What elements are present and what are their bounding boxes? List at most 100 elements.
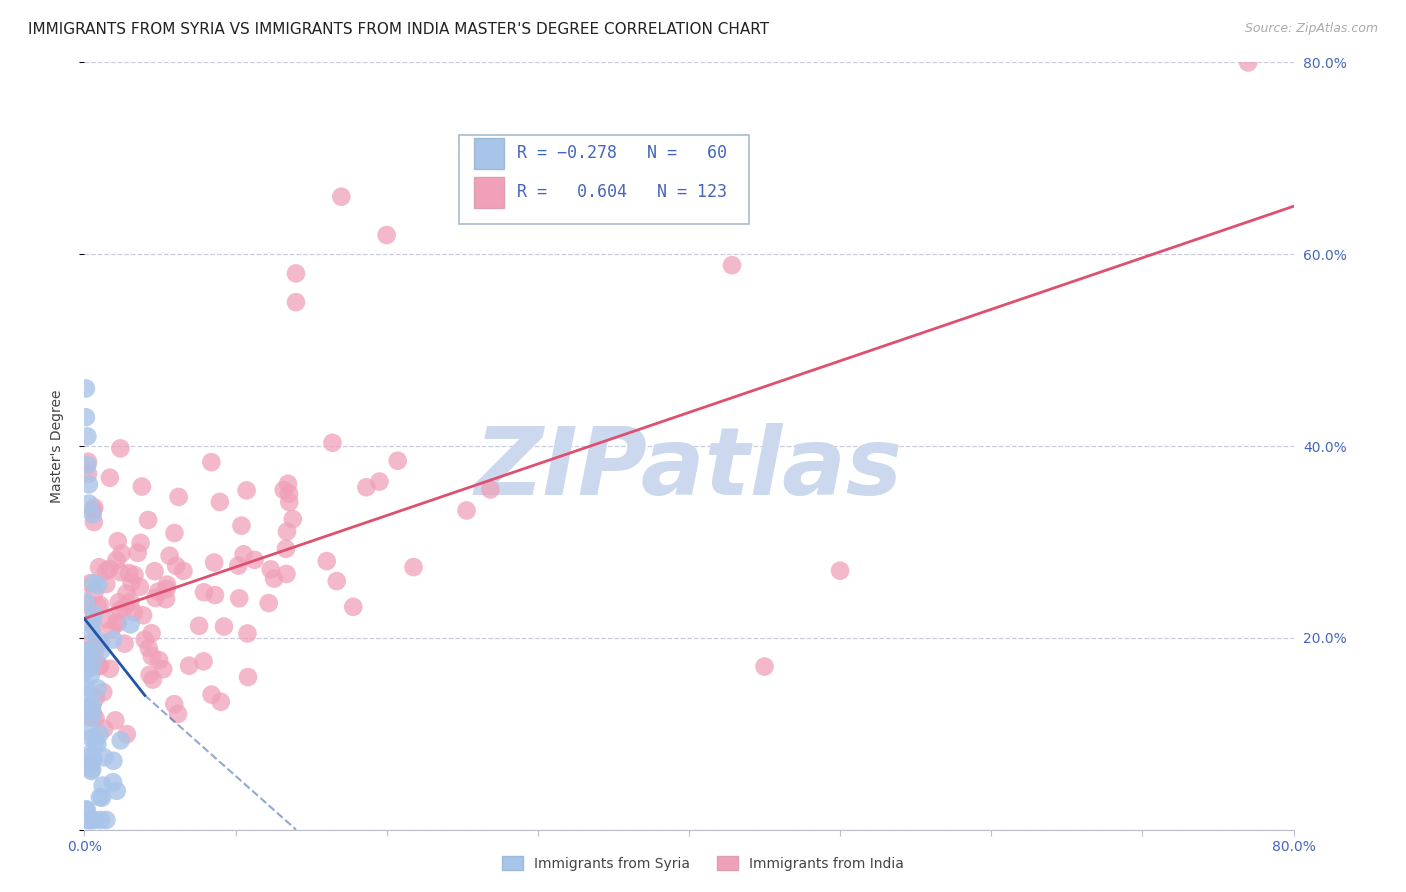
Point (86, 738, 108, 752)
Text: Source: ZipAtlas.com: Source: ZipAtlas.com (1244, 22, 1378, 36)
Point (76, 813, 98, 827)
Point (76, 650, 98, 665)
Point (75, 803, 97, 817)
Point (273, 483, 295, 497)
Point (172, 564, 194, 578)
Point (115, 727, 138, 741)
Point (107, 534, 129, 549)
Point (83, 620, 105, 634)
Point (120, 617, 142, 632)
Point (456, 503, 478, 517)
Point (121, 575, 143, 590)
Point (76, 429, 98, 443)
Point (243, 553, 266, 567)
Point (82, 576, 104, 591)
Point (110, 603, 132, 617)
Point (188, 619, 211, 633)
Point (79, 758, 101, 772)
Point (141, 626, 163, 640)
Point (89, 727, 111, 741)
Point (136, 513, 159, 527)
Bar (474, 138, 503, 169)
Point (80, 749, 103, 764)
Point (330, 189, 353, 203)
Point (82, 697, 104, 711)
Point (375, 228, 398, 243)
Point (387, 454, 409, 468)
Point (83, 585, 105, 599)
Point (80, 668, 103, 682)
Point (236, 670, 259, 684)
FancyBboxPatch shape (460, 136, 749, 224)
Point (148, 584, 170, 599)
Point (285, 295, 308, 310)
Point (79, 576, 101, 591)
Point (278, 495, 301, 509)
Point (90, 813, 112, 827)
Point (87, 560, 110, 574)
Point (721, 258, 744, 272)
Point (118, 566, 141, 581)
Point (132, 608, 155, 623)
Point (204, 588, 226, 602)
Point (120, 595, 142, 609)
Point (200, 455, 222, 469)
Point (98, 471, 121, 485)
Point (77, 646, 100, 660)
Point (368, 475, 391, 489)
Point (260, 562, 283, 576)
Point (98, 662, 121, 676)
Point (83, 500, 105, 515)
Point (75, 680, 97, 694)
Point (91, 685, 114, 699)
Point (82, 613, 104, 627)
Point (84, 734, 107, 748)
Point (98, 562, 121, 576)
Point (86, 599, 108, 614)
Point (89, 659, 111, 673)
Point (83, 752, 105, 766)
Point (103, 632, 125, 647)
Point (155, 592, 177, 607)
Point (82, 508, 104, 522)
Point (830, 564, 852, 578)
Point (315, 554, 337, 568)
Point (105, 553, 128, 567)
Point (110, 733, 132, 747)
Point (75, 594, 97, 608)
Point (104, 714, 127, 728)
Text: IMMIGRANTS FROM SYRIA VS IMMIGRANTS FROM INDIA MASTER'S DEGREE CORRELATION CHART: IMMIGRANTS FROM SYRIA VS IMMIGRANTS FROM… (28, 22, 769, 37)
Point (110, 442, 132, 456)
Point (76, 724, 98, 739)
Point (110, 565, 132, 579)
Point (257, 596, 280, 610)
Point (263, 572, 285, 586)
Point (80, 731, 103, 745)
Point (77, 761, 100, 775)
Point (90, 636, 112, 650)
Point (281, 512, 304, 526)
Point (80, 702, 103, 716)
Point (77, 662, 100, 676)
Point (83, 515, 105, 529)
Point (163, 526, 186, 541)
Point (87, 659, 110, 673)
Point (356, 480, 378, 494)
Point (209, 695, 232, 709)
Point (212, 619, 235, 633)
Point (235, 483, 257, 498)
Point (163, 697, 186, 711)
Point (193, 585, 215, 599)
Text: R = −0.278   N =   60: R = −0.278 N = 60 (517, 145, 727, 162)
Point (325, 574, 347, 588)
Point (114, 600, 136, 615)
Point (105, 615, 128, 629)
Point (82, 707, 104, 722)
Bar (474, 177, 503, 208)
Point (148, 653, 170, 667)
Point (167, 490, 190, 504)
Point (111, 546, 134, 560)
Point (84, 711, 107, 725)
Point (83, 607, 105, 622)
Point (228, 558, 250, 573)
